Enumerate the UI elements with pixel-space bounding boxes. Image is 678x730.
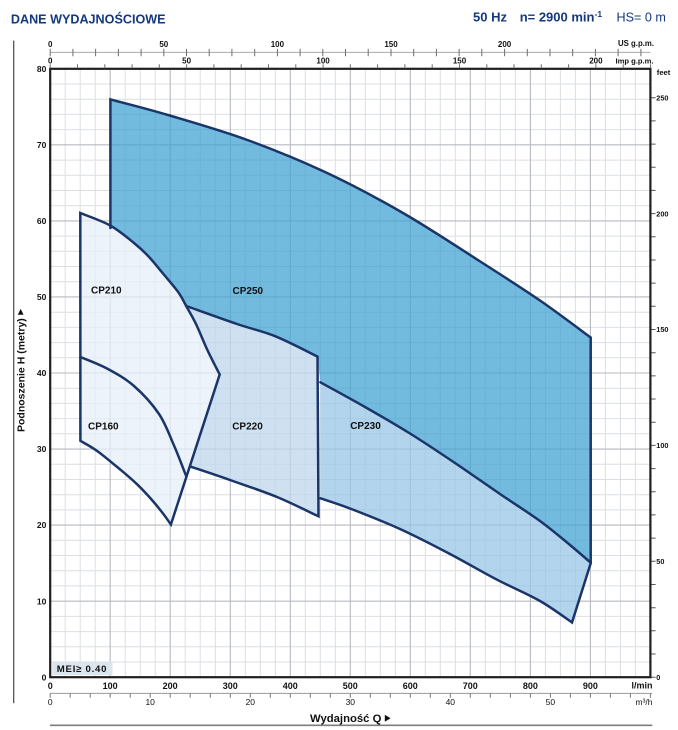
svg-text:40: 40 (446, 697, 456, 707)
svg-text:50: 50 (159, 40, 168, 49)
svg-text:800: 800 (523, 681, 538, 691)
svg-text:700: 700 (463, 681, 478, 691)
svg-text:DANE WYDAJNOŚCIOWE: DANE WYDAJNOŚCIOWE (11, 11, 166, 26)
svg-text:Imp g.p.m.: Imp g.p.m. (616, 57, 654, 66)
svg-text:900: 900 (583, 681, 598, 691)
svg-text:MEI≥ 0.40: MEI≥ 0.40 (57, 664, 107, 675)
svg-text:100: 100 (271, 40, 285, 49)
svg-text:0: 0 (48, 697, 53, 707)
svg-text:30: 30 (346, 697, 356, 707)
svg-text:m³/h: m³/h (636, 697, 653, 707)
svg-text:CP210: CP210 (91, 286, 122, 297)
svg-text:600: 600 (403, 681, 418, 691)
svg-text:10: 10 (37, 596, 47, 606)
svg-text:200: 200 (589, 57, 603, 66)
svg-text:70: 70 (37, 140, 47, 150)
svg-text:250: 250 (656, 93, 668, 102)
svg-text:Wydajność Q: Wydajność Q (310, 713, 382, 725)
svg-text:150: 150 (384, 40, 398, 49)
svg-text:30: 30 (37, 444, 47, 454)
svg-text:50: 50 (546, 697, 556, 707)
svg-text:0: 0 (48, 57, 53, 66)
svg-text:50: 50 (656, 557, 664, 566)
svg-text:20: 20 (246, 697, 256, 707)
svg-text:0: 0 (48, 40, 53, 49)
svg-text:0: 0 (656, 673, 660, 682)
svg-text:150: 150 (656, 325, 668, 334)
svg-text:500: 500 (343, 681, 358, 691)
svg-text:l/min: l/min (631, 680, 652, 690)
svg-text:100: 100 (656, 441, 668, 450)
svg-text:0: 0 (42, 672, 47, 682)
svg-text:CP220: CP220 (232, 422, 263, 433)
svg-text:80: 80 (37, 64, 47, 74)
svg-text:40: 40 (37, 368, 47, 378)
svg-text:50 Hz: 50 Hz (473, 9, 507, 24)
svg-text:US g.p.m.: US g.p.m. (618, 39, 654, 48)
svg-text:feet: feet (657, 68, 671, 77)
svg-text:50: 50 (182, 57, 191, 66)
svg-text:20: 20 (37, 520, 47, 530)
svg-text:CP230: CP230 (350, 421, 381, 432)
svg-text:300: 300 (223, 681, 238, 691)
svg-text:200: 200 (163, 681, 178, 691)
svg-text:50: 50 (37, 292, 47, 302)
svg-text:Podnoszenie H (metry): Podnoszenie H (metry) (16, 318, 28, 432)
svg-text:200: 200 (656, 209, 668, 218)
svg-text:150: 150 (453, 57, 467, 66)
svg-text:HS= 0 m: HS= 0 m (617, 10, 666, 24)
svg-text:400: 400 (283, 681, 298, 691)
svg-text:10: 10 (145, 697, 155, 707)
svg-text:60: 60 (37, 216, 47, 226)
svg-text:CP250: CP250 (233, 286, 264, 297)
svg-text:200: 200 (498, 40, 512, 49)
svg-text:0: 0 (48, 681, 53, 691)
svg-text:100: 100 (103, 681, 118, 691)
svg-text:100: 100 (316, 57, 330, 66)
svg-text:CP160: CP160 (88, 422, 119, 433)
svg-text:n= 2900 min-1: n= 2900 min-1 (520, 9, 603, 24)
